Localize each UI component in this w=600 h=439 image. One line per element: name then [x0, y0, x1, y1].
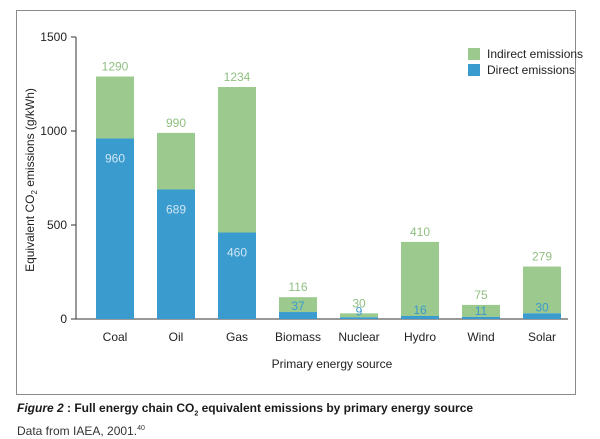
- direct-value-label: 960: [105, 152, 125, 166]
- bar-indirect-solar: [523, 266, 561, 314]
- direct-value-label: 9: [356, 304, 363, 318]
- caption-title-post: equivalent emissions by primary energy s…: [198, 401, 474, 415]
- emissions-bar-chart: 0 500 1000 1500 Equivalent CO2 emissions (g/…: [23, 30, 583, 371]
- x-tick-label: Gas: [226, 330, 248, 344]
- caption-figure-label: Figure 2: [17, 401, 64, 415]
- x-tick-label: Wind: [467, 330, 494, 344]
- y-tick-label: 0: [60, 312, 67, 326]
- x-tick-label: Biomass: [275, 330, 321, 344]
- bar-indirect-oil: [157, 132, 195, 190]
- total-value-label: 1234: [224, 70, 251, 84]
- direct-value-label: 16: [413, 303, 427, 317]
- bar-indirect-hydro: [401, 241, 439, 316]
- bar-direct-nuclear: [340, 317, 378, 319]
- total-value-label: 116: [288, 280, 307, 294]
- x-axis-title: Primary energy source: [272, 357, 393, 371]
- direct-value-label: 11: [475, 304, 488, 318]
- bar-direct-hydro: [401, 315, 439, 319]
- caption-title-pre: : Full energy chain CO: [63, 401, 195, 415]
- bar-indirect-biomass: [279, 297, 317, 313]
- caption-source: Data from IAEA, 2001.40: [17, 421, 587, 439]
- bar-direct-solar: [523, 313, 561, 319]
- total-value-label: 410: [410, 225, 430, 239]
- y-axis-title-main: Equivalent CO: [23, 195, 37, 272]
- x-tick-label: Oil: [169, 330, 184, 344]
- bar-indirect-wind: [462, 304, 500, 317]
- x-tick-label: Nuclear: [338, 330, 379, 344]
- total-value-label: 1290: [102, 59, 129, 73]
- direct-value-label: 30: [535, 300, 549, 314]
- bar-direct-biomass: [279, 312, 317, 319]
- legend-swatch: [468, 48, 480, 60]
- bar-direct-coal: [96, 138, 134, 319]
- bar-indirect-nuclear: [340, 313, 378, 318]
- figure-frame: [16, 10, 576, 395]
- caption-source-ref: 40: [137, 425, 145, 433]
- bar-direct-wind: [462, 316, 500, 319]
- bar-indirect-coal: [96, 76, 134, 139]
- figure-caption: Figure 2 : Full energy chain CO2 equival…: [17, 401, 587, 439]
- total-value-label: 279: [532, 250, 552, 264]
- total-value-label: 990: [166, 116, 186, 130]
- legend-label: Indirect emissions: [487, 47, 583, 61]
- bar-direct-gas: [218, 232, 256, 319]
- legend-label: Direct emissions: [487, 63, 575, 77]
- total-value-label: 75: [474, 288, 488, 302]
- x-tick-label: Coal: [103, 330, 128, 344]
- direct-value-label: 37: [291, 299, 305, 313]
- caption-title-sub: 2: [194, 410, 199, 418]
- total-value-label: 30: [352, 296, 366, 310]
- direct-value-label: 460: [227, 246, 247, 260]
- legend-swatch: [468, 64, 480, 76]
- bar-indirect-gas: [218, 87, 256, 233]
- caption-title: Figure 2 : Full energy chain CO2 equival…: [17, 401, 587, 421]
- y-axis-title-sub: 2: [30, 190, 39, 195]
- y-tick-label: 1000: [40, 124, 67, 138]
- x-tick-label: Solar: [528, 330, 556, 344]
- y-tick-label: 500: [47, 218, 67, 232]
- x-tick-label: Hydro: [404, 330, 436, 344]
- direct-value-label: 689: [166, 202, 186, 216]
- caption-source-text: Data from IAEA, 2001.: [17, 424, 138, 439]
- bar-direct-oil: [157, 189, 195, 319]
- y-tick-label: 1500: [40, 30, 67, 44]
- y-axis-title: Equivalent CO2 emissions (g/kWh): [23, 88, 39, 272]
- y-axis-title-rest: emissions (g/kWh): [23, 88, 37, 190]
